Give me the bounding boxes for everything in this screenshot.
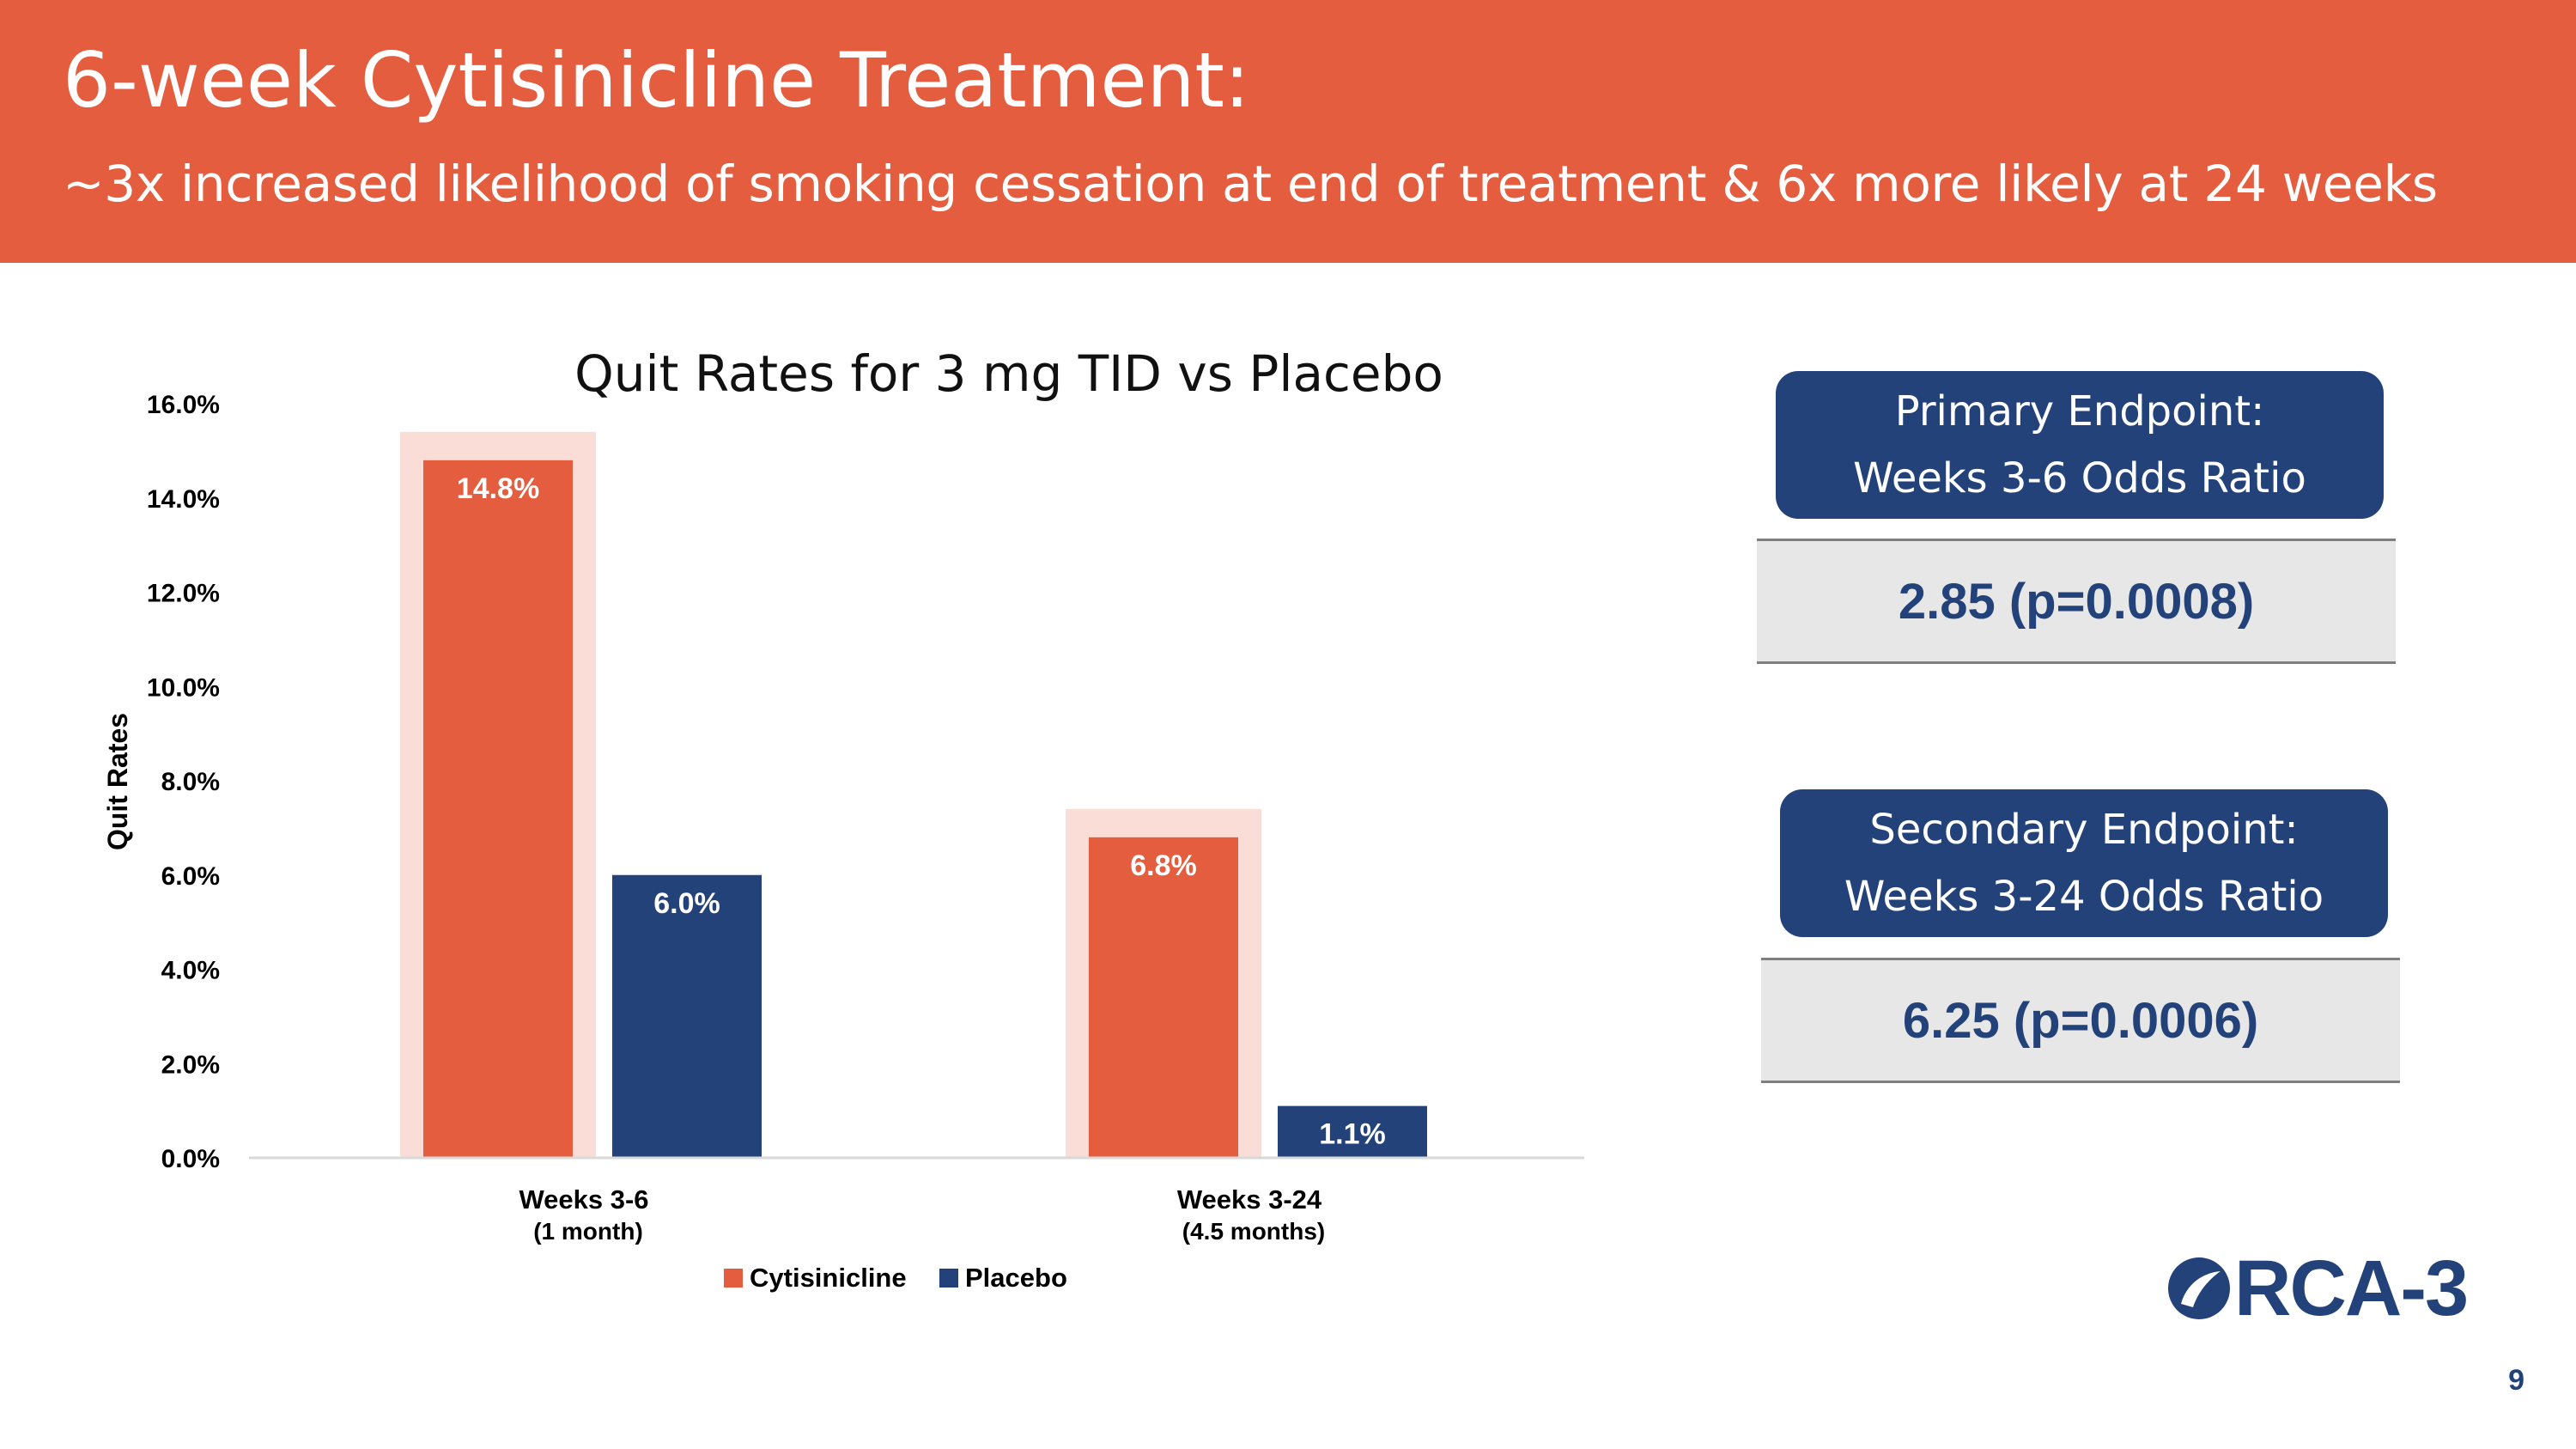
y-tick-label: 6.0% <box>161 862 220 891</box>
y-axis-ticks: 0.0% 2.0% 4.0% 6.0% 8.0% 10.0% 12.0% 14.0% 16.0% <box>147 391 220 1173</box>
secondary-endpoint-box: Secondary Endpoint: Weeks 3-24 Odds Rati… <box>1780 789 2388 937</box>
bar-data-label: 6.8% <box>1130 849 1197 882</box>
primary-endpoint-line2: Weeks 3-6 Odds Ratio <box>1853 454 2306 502</box>
y-tick-label: 12.0% <box>147 580 220 608</box>
header-banner: 6-week Cytisinicline Treatment: ~3x incr… <box>0 0 2576 263</box>
y-tick-label: 8.0% <box>161 768 220 796</box>
secondary-endpoint-line2: Weeks 3-24 Odds Ratio <box>1844 873 2324 921</box>
y-axis-label: Quit Rates <box>102 713 133 850</box>
chart-legend: Cytisinicline Placebo <box>724 1263 1067 1293</box>
secondary-endpoint-value: 6.25 (p=0.0006) <box>1761 958 2400 1083</box>
y-tick-label: 10.0% <box>147 673 220 702</box>
x-tick-label: Weeks 3-6 <box>519 1184 648 1215</box>
bar-placebo <box>612 874 762 1158</box>
x-tick-label: Weeks 3-24 <box>1177 1184 1322 1215</box>
bar-placebo <box>1278 1105 1427 1158</box>
y-tick-label: 2.0% <box>161 1050 220 1079</box>
legend-label-cytisinicline: Cytisinicline <box>750 1263 907 1293</box>
primary-endpoint-line1: Primary Endpoint: <box>1894 387 2265 435</box>
y-tick-label: 16.0% <box>147 391 220 419</box>
bar-cytisinicline <box>423 460 573 1158</box>
legend-swatch-placebo <box>939 1269 958 1288</box>
page-number: 9 <box>2508 1364 2524 1397</box>
y-tick-label: 14.0% <box>147 485 220 514</box>
legend-label-placebo: Placebo <box>965 1263 1067 1293</box>
primary-endpoint-box: Primary Endpoint: Weeks 3-6 Odds Ratio <box>1776 371 2384 519</box>
legend-swatch-cytisinicline <box>724 1269 743 1288</box>
x-axis-labels: Weeks 3-6 (1 month) Weeks 3-24 (4.5 months) <box>519 1184 1325 1245</box>
y-tick-label: 4.0% <box>161 957 220 985</box>
bar-data-label: 6.0% <box>653 887 720 920</box>
orca3-logo: RCA-3 <box>2164 1245 2469 1332</box>
slide-subtitle: ~3x increased likelihood of smoking cess… <box>63 155 2438 213</box>
chart-title: Quit Rates for 3 mg TID vs Placebo <box>574 344 1443 403</box>
logo-text: RCA-3 <box>2234 1245 2469 1332</box>
primary-endpoint-value: 2.85 (p=0.0008) <box>1757 539 2396 664</box>
slide-title: 6-week Cytisinicline Treatment: <box>63 36 1250 125</box>
secondary-endpoint-line1: Secondary Endpoint: <box>1869 806 2299 854</box>
x-tick-sublabel: (4.5 months) <box>1182 1218 1325 1245</box>
bars: 14.8% 6.0% 6.8% 1.1% <box>423 460 1427 1158</box>
quit-rates-bar-chart: Quit Rates for 3 mg TID vs Placebo Quit … <box>102 344 1584 1293</box>
bar-data-label: 14.8% <box>457 472 539 505</box>
orca-logo-o-icon <box>2168 1257 2230 1319</box>
x-tick-sublabel: (1 month) <box>533 1218 643 1245</box>
bar-cytisinicline <box>1089 837 1238 1158</box>
y-tick-label: 0.0% <box>161 1145 220 1173</box>
bar-data-label: 1.1% <box>1319 1118 1386 1151</box>
